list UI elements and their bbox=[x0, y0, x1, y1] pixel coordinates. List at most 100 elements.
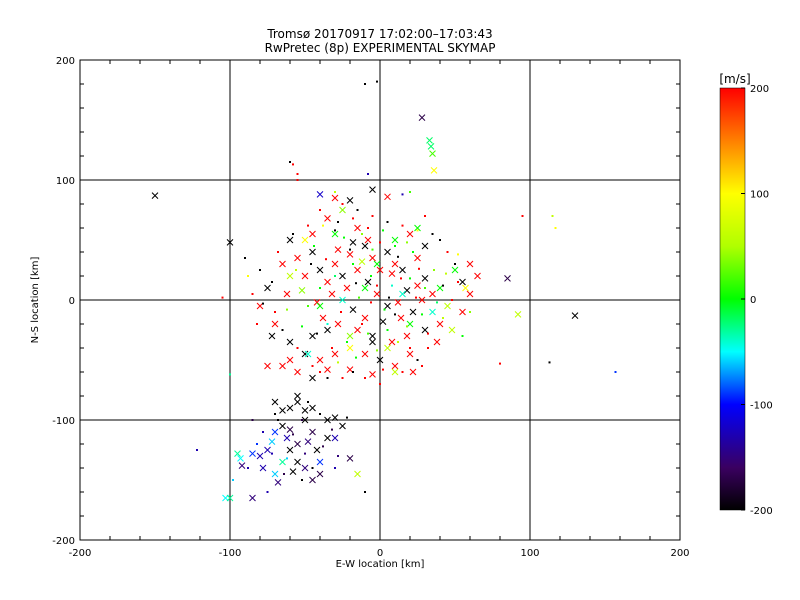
data-point-dot bbox=[416, 229, 419, 232]
data-point-cross bbox=[429, 308, 436, 316]
data-point-cross bbox=[406, 230, 414, 238]
colorbar-tick-label: 200 bbox=[750, 84, 769, 95]
data-point-cross bbox=[324, 326, 331, 334]
data-point-cross bbox=[294, 398, 301, 406]
data-point-dot bbox=[364, 491, 366, 493]
data-point-dot bbox=[355, 356, 357, 359]
data-point-cross bbox=[271, 428, 279, 436]
data-point-cross bbox=[279, 260, 286, 268]
data-point-dot bbox=[251, 419, 254, 421]
colorbar bbox=[719, 87, 746, 511]
data-point-dot bbox=[316, 332, 318, 335]
data-point-cross bbox=[421, 242, 429, 250]
data-point-cross bbox=[451, 266, 459, 274]
data-point-cross bbox=[316, 458, 324, 466]
data-point-cross bbox=[301, 236, 309, 244]
data-point-cross bbox=[474, 272, 481, 280]
data-point-dot bbox=[319, 371, 321, 373]
data-point-cross bbox=[286, 236, 294, 244]
data-point-dot bbox=[409, 347, 411, 349]
data-point-dot bbox=[451, 299, 453, 301]
data-point-dot bbox=[415, 296, 417, 299]
data-point-cross bbox=[429, 150, 436, 157]
data-point-cross bbox=[376, 356, 384, 364]
data-point-dot bbox=[367, 173, 369, 175]
data-point-dot bbox=[322, 445, 324, 448]
data-point-dot bbox=[382, 229, 384, 232]
x-tick-label: -100 bbox=[219, 548, 242, 559]
data-point-dot bbox=[319, 413, 321, 415]
data-point-cross bbox=[369, 332, 376, 340]
data-point-dot bbox=[457, 253, 459, 256]
data-point-dot bbox=[274, 311, 276, 313]
data-point-dot bbox=[421, 365, 423, 367]
data-point-dot bbox=[289, 161, 291, 163]
data-point-cross bbox=[426, 137, 433, 144]
data-point-cross bbox=[286, 338, 294, 346]
data-point-cross bbox=[369, 338, 376, 346]
data-point-cross bbox=[324, 215, 331, 222]
data-point-dot bbox=[310, 263, 312, 265]
data-point-dot bbox=[614, 371, 617, 373]
data-points bbox=[151, 80, 617, 502]
data-point-dot bbox=[379, 383, 381, 385]
data-point-dot bbox=[311, 467, 314, 469]
data-point-cross bbox=[151, 192, 159, 199]
data-point-cross bbox=[331, 434, 339, 442]
data-point-cross bbox=[316, 191, 324, 198]
data-point-dot bbox=[436, 301, 438, 304]
data-point-cross bbox=[301, 350, 309, 358]
data-point-cross bbox=[339, 206, 346, 214]
data-point-cross bbox=[286, 356, 294, 364]
data-point-dot bbox=[412, 251, 414, 253]
data-point-cross bbox=[316, 470, 324, 478]
data-point-dot bbox=[346, 416, 348, 419]
data-point-dot bbox=[313, 245, 315, 247]
data-point-cross bbox=[436, 320, 444, 328]
data-point-dot bbox=[281, 329, 284, 331]
data-point-cross bbox=[358, 258, 366, 265]
data-point-dot bbox=[326, 323, 329, 325]
data-point-cross bbox=[346, 455, 354, 462]
data-point-dot bbox=[371, 215, 374, 217]
data-point-cross bbox=[354, 326, 361, 334]
y-tick-label: -200 bbox=[52, 536, 75, 547]
data-point-cross bbox=[309, 476, 316, 484]
data-point-dot bbox=[409, 191, 411, 193]
data-point-cross bbox=[264, 284, 271, 292]
data-point-dot bbox=[343, 236, 345, 239]
data-point-dot bbox=[352, 371, 354, 373]
data-point-dot bbox=[521, 215, 524, 217]
data-point-cross bbox=[349, 306, 357, 313]
data-point-cross bbox=[264, 362, 271, 370]
data-point-cross bbox=[418, 296, 426, 304]
data-point-cross bbox=[279, 458, 286, 466]
data-point-cross bbox=[339, 296, 346, 304]
data-point-cross bbox=[379, 318, 387, 325]
data-point-cross bbox=[294, 440, 301, 448]
grid-lines bbox=[80, 60, 680, 540]
data-point-cross bbox=[334, 320, 342, 328]
data-point-dot bbox=[394, 313, 396, 316]
data-point-cross bbox=[409, 368, 417, 376]
data-point-cross bbox=[388, 270, 396, 277]
data-point-dot bbox=[286, 308, 288, 311]
data-point-dot bbox=[401, 193, 404, 196]
data-point-cross bbox=[346, 251, 354, 258]
data-point-cross bbox=[286, 404, 294, 412]
data-point-dot bbox=[400, 277, 402, 280]
data-point-cross bbox=[319, 314, 327, 322]
data-point-cross bbox=[294, 368, 301, 376]
data-point-dot bbox=[386, 329, 389, 331]
x-axis-ticks: -200 -100 0 100 200 bbox=[69, 60, 690, 559]
data-point-dot bbox=[416, 359, 419, 361]
data-point-cross bbox=[466, 290, 474, 298]
data-point-cross bbox=[301, 416, 309, 424]
colorbar-label: [m/s] bbox=[719, 72, 750, 86]
data-point-cross bbox=[268, 438, 276, 445]
data-point-dot bbox=[446, 251, 449, 253]
data-point-cross bbox=[369, 254, 376, 262]
data-point-cross bbox=[394, 299, 402, 306]
data-point-cross bbox=[414, 254, 421, 262]
data-point-dot bbox=[433, 269, 435, 271]
